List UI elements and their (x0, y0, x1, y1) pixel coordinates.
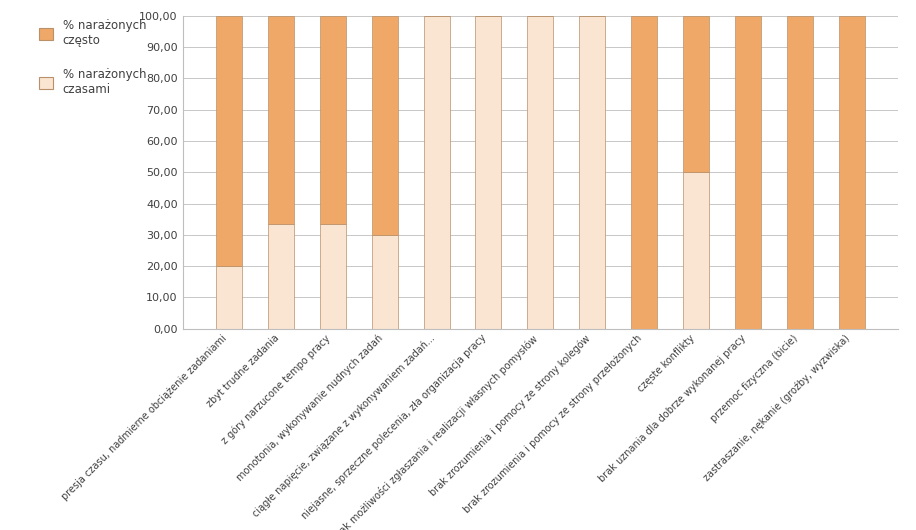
Bar (372, 235, 398, 329)
Bar (683, 16, 709, 172)
Bar (787, 16, 813, 329)
Bar (215, 266, 242, 329)
Bar (267, 224, 294, 329)
Bar (631, 16, 658, 329)
Bar (475, 16, 501, 329)
Bar (267, 16, 294, 224)
Bar (320, 16, 345, 224)
Bar (580, 16, 605, 329)
Bar (423, 16, 450, 329)
Bar (528, 16, 553, 329)
Bar (683, 172, 709, 329)
Bar (372, 16, 398, 235)
Bar (736, 16, 761, 329)
Bar (320, 224, 345, 329)
Bar (215, 16, 242, 266)
Legend: % narażonych
często, % narażonych
czasami: % narażonych często, % narażonych czasam… (36, 15, 149, 100)
Bar (839, 16, 866, 329)
